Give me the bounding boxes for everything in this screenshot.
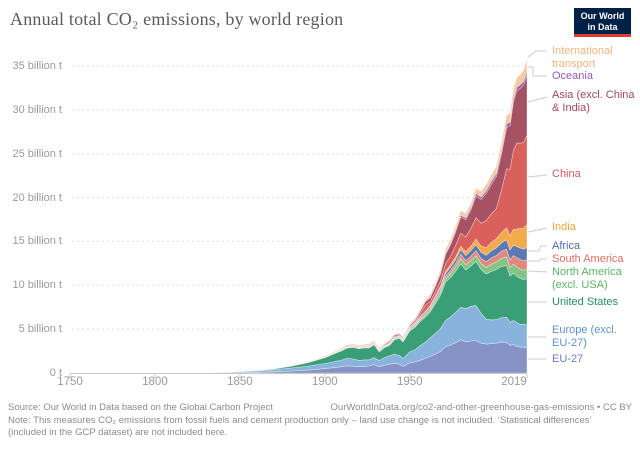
- legend-connector: [528, 258, 547, 262]
- legend-connector: [527, 227, 548, 233]
- legend-connector: [528, 245, 547, 252]
- legend-item-europe-excl-eu-27[interactable]: Europe (excl. EU-27): [552, 324, 617, 349]
- legend-item-united-states[interactable]: United States: [552, 296, 619, 308]
- y-axis-label: 15 billion t: [12, 235, 62, 248]
- legend-connector: [527, 174, 548, 178]
- legend-item-oceania[interactable]: Oceania: [552, 70, 593, 82]
- legend-item-asia-excl-china-india[interactable]: Asia (excl. China & India): [552, 89, 635, 114]
- x-axis-label: 1750: [57, 376, 83, 388]
- x-axis-label: 1900: [312, 376, 338, 388]
- legend-item-south-america[interactable]: South America: [552, 253, 624, 265]
- y-axis-label: 5 billion t: [18, 323, 62, 336]
- legend-connector: [527, 96, 548, 103]
- legend-connector: [527, 50, 547, 58]
- chart-footer: Source: Our World in Data based on the G…: [8, 402, 632, 439]
- owid-logo[interactable]: Our World in Data: [574, 8, 631, 37]
- footer-link[interactable]: OurWorldInData.org/co2-and-other-greenho…: [330, 402, 632, 413]
- x-axis-label: 1850: [227, 376, 253, 388]
- area-international-transport[interactable]: [70, 59, 528, 374]
- y-axis-label: 0 t: [49, 367, 62, 379]
- legend-connector: [528, 66, 547, 77]
- footer-note: Note: This measures CO₂ emissions from f…: [8, 415, 592, 438]
- y-axis-label: 20 billion t: [12, 191, 62, 204]
- y-axis-label: 30 billion t: [12, 103, 62, 116]
- legend-item-international-transport[interactable]: International transport: [552, 45, 613, 70]
- y-axis-label: 25 billion t: [12, 147, 62, 160]
- legend-item-china[interactable]: China: [552, 168, 581, 180]
- y-axis-label: 35 billion t: [12, 60, 62, 72]
- y-axis-label: 10 billion t: [12, 279, 62, 292]
- x-axis-label: 2019: [501, 376, 527, 388]
- legend-item-north-america-excl-usa[interactable]: North America (excl. USA): [552, 266, 622, 291]
- x-axis-label: 1950: [396, 376, 423, 388]
- chart-title: Annual total CO₂ emissions, by world reg…: [10, 9, 344, 29]
- legend-item-africa[interactable]: Africa: [552, 240, 581, 252]
- legend-item-eu-27[interactable]: EU-27: [552, 353, 584, 365]
- legend-connector: [527, 270, 548, 273]
- legend-item-india[interactable]: India: [552, 221, 576, 233]
- footer-source: Source: Our World in Data based on the G…: [8, 402, 273, 413]
- x-axis-label: 1800: [142, 376, 168, 388]
